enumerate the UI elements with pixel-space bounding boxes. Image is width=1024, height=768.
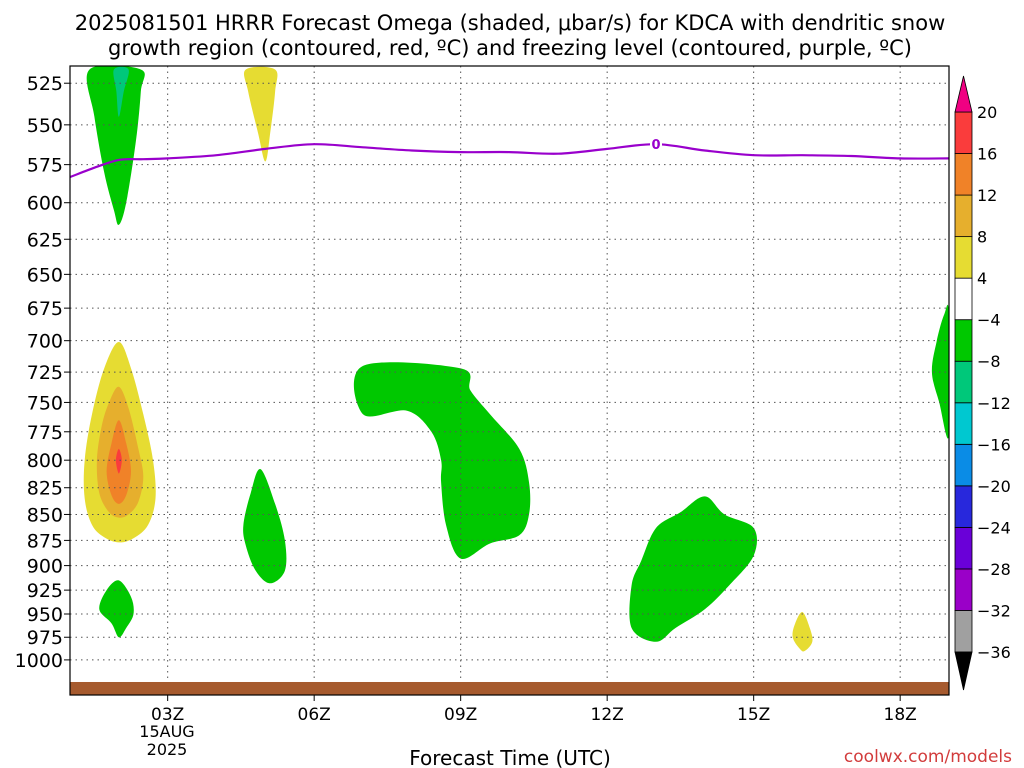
colorbar-swatch <box>954 360 973 404</box>
freezing-level: 0 <box>70 136 949 179</box>
chart-title-line-2: growth region (contoured, red, ºC) and f… <box>108 36 912 60</box>
y-tick-label: 750 <box>27 392 63 414</box>
x-tick-label: 09Z <box>444 705 477 725</box>
grid-lines <box>70 66 949 695</box>
colorbar-swatch <box>954 485 973 528</box>
y-tick-label: 800 <box>27 450 63 472</box>
freezing-level-label: 0 <box>651 138 660 153</box>
colorbar-swatch <box>954 568 973 611</box>
omega-shading <box>83 66 949 652</box>
colorbar-label: 20 <box>977 103 997 122</box>
colorbar-label: −28 <box>977 560 1011 579</box>
colorbar-label: 16 <box>977 145 997 164</box>
x-tick-label: 06Z <box>298 705 331 725</box>
colorbar-swatch <box>954 402 973 445</box>
omega-region <box>86 66 145 225</box>
omega-region <box>629 496 758 642</box>
y-tick-label: 550 <box>27 115 63 137</box>
y-tick-label: 950 <box>27 604 63 626</box>
colorbar-label: −32 <box>977 601 1011 620</box>
y-tick-label: 825 <box>27 478 63 500</box>
omega-region <box>115 448 122 474</box>
y-tick-label: 850 <box>27 504 63 526</box>
omega-region <box>243 66 278 162</box>
colorbar-swatch <box>954 194 973 238</box>
omega-region <box>792 612 813 652</box>
y-tick-label: 925 <box>27 580 63 602</box>
x-tick-label: 15Z <box>737 705 770 725</box>
colorbar-label: −24 <box>977 518 1011 537</box>
freezing-label-bg <box>650 136 662 153</box>
colorbar-swatch <box>954 111 973 154</box>
y-tick-label: 575 <box>27 155 63 177</box>
colorbar-label: 8 <box>977 228 987 247</box>
omega-region <box>243 468 287 584</box>
colorbar-label: 12 <box>977 186 997 205</box>
colorbar-label: −16 <box>977 435 1011 454</box>
chart-title-line-1: 2025081501 HRRR Forecast Omega (shaded, … <box>75 11 946 35</box>
colorbar-swatch <box>954 526 973 570</box>
date-label-day: 15AUG <box>139 722 194 741</box>
colorbar-label: 4 <box>977 269 987 288</box>
colorbar-swatch <box>954 610 973 653</box>
y-tick-label: 975 <box>27 627 63 649</box>
colorbar-swatch <box>954 277 973 321</box>
y-tick-label: 875 <box>27 530 63 552</box>
colorbar-label: −36 <box>977 643 1011 662</box>
colorbar-label: −4 <box>977 311 1001 330</box>
x-tick-label: 18Z <box>884 705 917 725</box>
freezing-level-line <box>70 143 949 179</box>
colorbar-label: −12 <box>977 394 1011 413</box>
omega-region <box>99 580 134 638</box>
colorbar-extend-bottom <box>954 651 973 691</box>
omega-region <box>353 362 531 560</box>
x-axis-title: Forecast Time (UTC) <box>409 746 611 768</box>
colorbar-swatch <box>954 319 973 362</box>
plot-area: 0 <box>70 66 949 695</box>
y-tick-label: 525 <box>27 73 63 95</box>
y-tick-label: 775 <box>27 422 63 444</box>
colorbar-swatch <box>954 153 973 196</box>
colorbar-swatch <box>954 443 973 487</box>
y-tick-label: 700 <box>27 331 63 353</box>
omega-region <box>113 66 129 117</box>
y-axis: 525 550 575 600 625 650 675 700 725 750 775 800 825 8… <box>15 73 70 672</box>
y-tick-label: 1000 <box>15 650 63 672</box>
date-label-year: 2025 <box>147 740 188 759</box>
credit-text: coolwx.com/models <box>844 747 1012 767</box>
plot-frame <box>69 65 950 696</box>
colorbar-label: −8 <box>977 352 1001 371</box>
x-tick-label: 03Z <box>151 705 184 725</box>
colorbar: −36 −32 −28 −24 −20 −16 −12 −8 −4 4 8 12 16 20 <box>954 75 1011 691</box>
y-tick-label: 900 <box>27 556 63 578</box>
colorbar-label: −20 <box>977 477 1011 496</box>
colorbar-extend-top <box>954 75 973 113</box>
y-tick-label: 725 <box>27 362 63 384</box>
y-tick-label: 650 <box>27 264 63 286</box>
y-tick-label: 675 <box>27 298 63 320</box>
y-tick-label: 600 <box>27 193 63 215</box>
colorbar-swatch <box>954 236 973 279</box>
x-axis: 03Z 06Z 09Z 12Z 15Z 18Z <box>151 695 917 725</box>
terrain-band <box>70 681 949 695</box>
y-tick-label: 625 <box>27 229 63 251</box>
x-tick-label: 12Z <box>591 705 624 725</box>
